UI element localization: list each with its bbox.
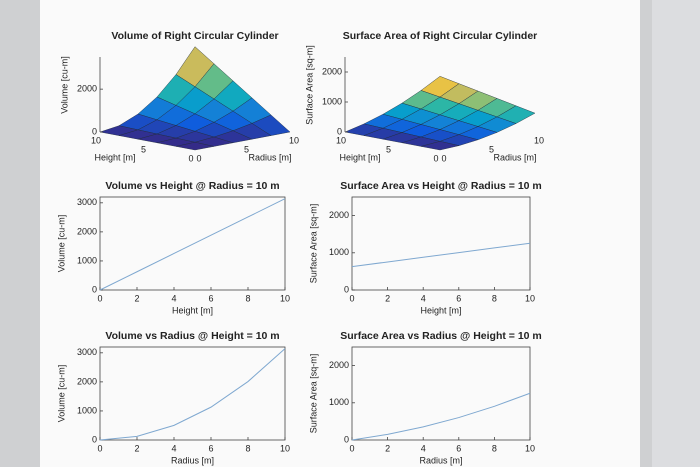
y-tick-label: 1000 [329, 247, 349, 257]
figure-area [40, 0, 640, 467]
z-tick-label: 2000 [322, 66, 342, 76]
y-axis-label: Volume [cu-m] [56, 365, 66, 423]
y-tick-label: 2000 [329, 210, 349, 220]
y-axis-label: Height [m] [94, 152, 135, 162]
data-line [99, 198, 286, 291]
x-tick-label: 5 [244, 144, 249, 154]
y-tick-label: 0 [92, 284, 97, 294]
x-tick-label: 0 [196, 153, 201, 163]
chart-title: Surface Area vs Radius @ Height = 10 m [340, 330, 542, 342]
z-tick-label: 2000 [77, 84, 97, 94]
y-tick-label: 5 [386, 144, 391, 154]
x-tick-label: 0 [97, 293, 102, 303]
x-tick-label: 4 [171, 443, 176, 453]
x-axis-label: Height [m] [420, 305, 461, 315]
x-tick-label: 8 [492, 293, 497, 303]
x-axis-label: Radius [m] [171, 455, 214, 465]
z-tick-label: 1000 [322, 96, 342, 106]
data-line [351, 242, 531, 268]
x-tick-label: 2 [134, 443, 139, 453]
x-tick-label: 2 [385, 443, 390, 453]
x-tick-label: 8 [492, 443, 497, 453]
x-tick-label: 5 [489, 144, 494, 154]
x-tick-label: 6 [208, 443, 213, 453]
data-line [351, 392, 531, 441]
x-tick-label: 4 [421, 293, 426, 303]
x-tick-label: 6 [208, 293, 213, 303]
y-axis-label: Surface Area [sq-m] [308, 204, 318, 284]
x-tick-label: 10 [534, 135, 544, 145]
y-tick-label: 1000 [77, 255, 97, 265]
y-tick-label: 2000 [77, 376, 97, 386]
y-tick-label: 10 [336, 135, 346, 145]
x-tick-label: 8 [245, 293, 250, 303]
y-tick-label: 2000 [329, 360, 349, 370]
y-tick-label: 3000 [77, 197, 97, 207]
z-tick-label: 0 [92, 126, 97, 136]
y-tick-label: 0 [344, 284, 349, 294]
surface-patch [175, 142, 215, 151]
chart-title: Surface Area vs Height @ Radius = 10 m [340, 180, 542, 192]
y-axis-label: Height [m] [339, 152, 380, 162]
x-tick-label: 10 [280, 293, 290, 303]
y-tick-label: 0 [344, 434, 349, 444]
x-tick-label: 6 [456, 443, 461, 453]
x-tick-label: 4 [421, 443, 426, 453]
x-axis-label: Radius [m] [493, 152, 536, 162]
data-line [99, 348, 286, 441]
x-axis-label: Radius [m] [419, 455, 462, 465]
y-tick-label: 10 [91, 135, 101, 145]
y-tick-label: 0 [433, 153, 438, 163]
chart-title: Surface Area of Right Circular Cylinder [343, 30, 538, 42]
y-tick-label: 1000 [329, 397, 349, 407]
plot-area [99, 196, 286, 291]
plot-area [99, 346, 286, 441]
x-tick-label: 0 [349, 443, 354, 453]
x-tick-label: 10 [289, 135, 299, 145]
x-axis-label: Radius [m] [248, 152, 291, 162]
y-tick-label: 0 [92, 434, 97, 444]
y-tick-label: 5 [141, 144, 146, 154]
z-tick-label: 0 [337, 126, 342, 136]
x-tick-label: 10 [280, 443, 290, 453]
x-tick-label: 10 [525, 443, 535, 453]
y-tick-label: 3000 [77, 347, 97, 357]
x-tick-label: 0 [441, 153, 446, 163]
chart-title: Volume vs Height @ Radius = 10 m [105, 180, 279, 192]
y-tick-label: 0 [188, 153, 193, 163]
surface-patch [420, 141, 460, 151]
z-axis-label: Surface Area [sq-m] [304, 45, 314, 125]
x-tick-label: 8 [245, 443, 250, 453]
x-tick-label: 4 [171, 293, 176, 303]
chart-title: Volume vs Radius @ Height = 10 m [105, 330, 279, 342]
x-tick-label: 10 [525, 293, 535, 303]
z-axis-label: Volume [cu-m] [59, 56, 69, 114]
x-tick-label: 0 [97, 443, 102, 453]
x-tick-label: 6 [456, 293, 461, 303]
side-toolbar [652, 0, 700, 467]
y-tick-label: 2000 [77, 226, 97, 236]
x-axis-label: Height [m] [172, 305, 213, 315]
chart-title: Volume of Right Circular Cylinder [111, 30, 278, 42]
x-tick-label: 2 [385, 293, 390, 303]
y-axis-label: Surface Area [sq-m] [308, 354, 318, 434]
x-tick-label: 0 [349, 293, 354, 303]
y-axis-label: Volume [cu-m] [56, 215, 66, 273]
x-tick-label: 2 [134, 293, 139, 303]
y-tick-label: 1000 [77, 405, 97, 415]
